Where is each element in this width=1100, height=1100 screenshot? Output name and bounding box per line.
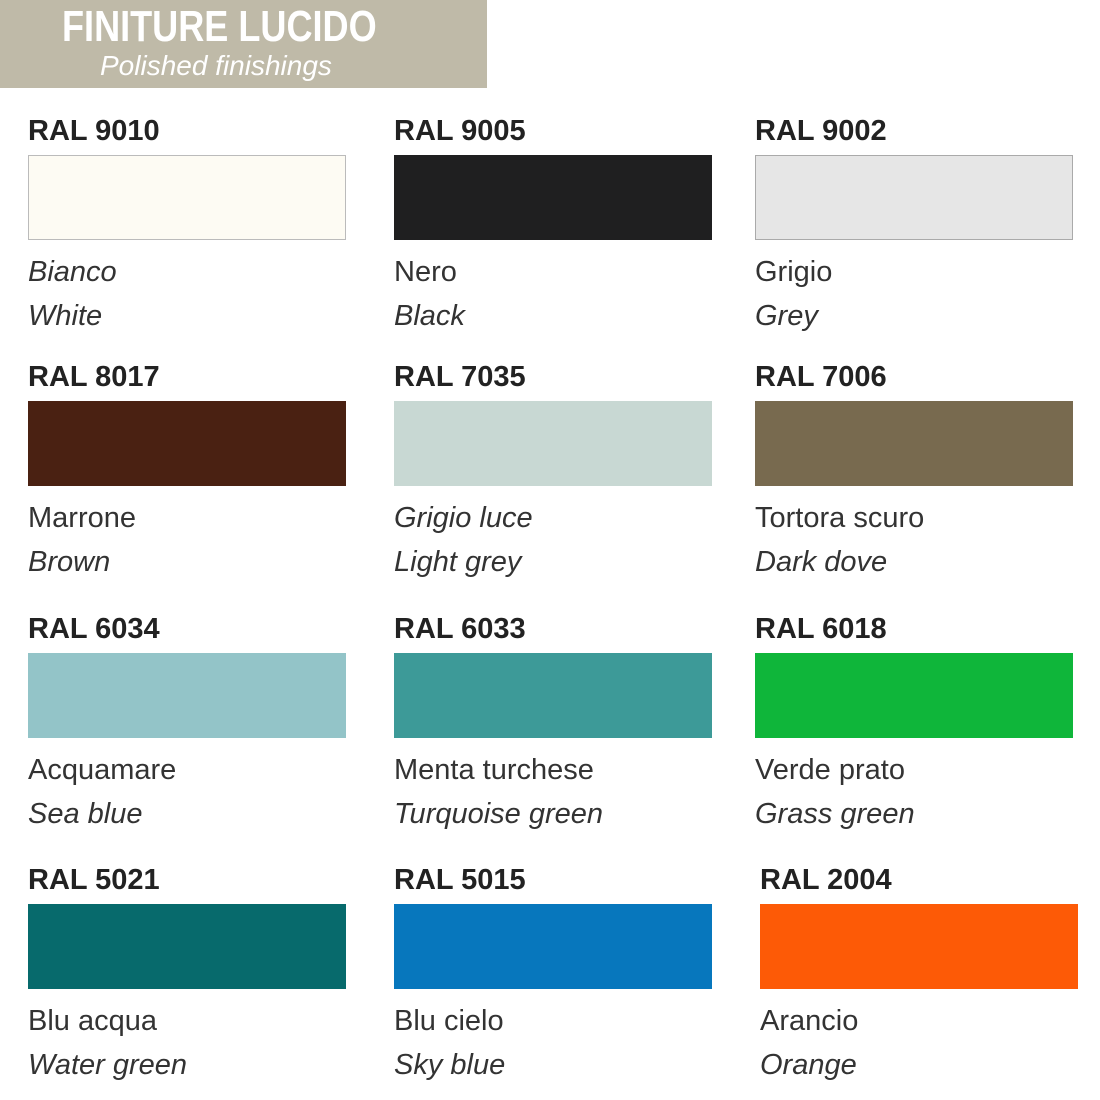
color-swatch	[755, 155, 1073, 240]
color-card: RAL 9005 Nero Black	[394, 111, 714, 338]
color-card: RAL 6018 Verde prato Grass green	[755, 609, 1075, 836]
english-name: Grass green	[755, 798, 915, 830]
page-subtitle: Polished finishings	[100, 50, 332, 81]
english-name: Black	[394, 300, 465, 332]
ral-code: RAL 2004	[760, 864, 892, 896]
color-swatch	[28, 401, 346, 486]
ral-code: RAL 6034	[28, 613, 160, 645]
english-name: Sky blue	[394, 1049, 506, 1081]
ral-code: RAL 9002	[755, 115, 887, 147]
header-banner: FINITURE LUCIDO Polished finishings	[0, 0, 487, 88]
ral-code: RAL 6018	[755, 613, 887, 645]
italian-name: Verde prato	[755, 754, 905, 786]
color-card: RAL 5021 Blu acqua Water green	[28, 860, 348, 1087]
color-swatch	[760, 904, 1078, 989]
english-name: Sea blue	[28, 798, 143, 830]
italian-name: Tortora scuro	[755, 502, 925, 534]
ral-code: RAL 7035	[394, 361, 526, 393]
italian-name: Nero	[394, 256, 457, 288]
ral-code: RAL 9005	[394, 115, 526, 147]
color-swatch	[28, 904, 346, 989]
italian-name: Bianco	[28, 256, 117, 288]
ral-code: RAL 6033	[394, 613, 526, 645]
english-name: Brown	[28, 546, 111, 578]
ral-code: RAL 9010	[28, 115, 160, 147]
color-card: RAL 6034 Acquamare Sea blue	[28, 609, 348, 836]
italian-name: Blu cielo	[394, 1005, 504, 1037]
color-card: RAL 2004 Arancio Orange	[760, 860, 1080, 1087]
ral-code: RAL 5021	[28, 864, 160, 896]
color-card: RAL 7006 Tortora scuro Dark dove	[755, 357, 1075, 584]
english-name: Orange	[760, 1049, 857, 1081]
italian-name: Blu acqua	[28, 1005, 157, 1037]
italian-name: Arancio	[760, 1005, 859, 1037]
italian-name: Menta turchese	[394, 754, 594, 786]
english-name: Grey	[755, 300, 818, 332]
ral-code: RAL 8017	[28, 361, 160, 393]
ral-code: RAL 5015	[394, 864, 526, 896]
italian-name: Grigio	[755, 256, 833, 288]
color-card: RAL 8017 Marrone Brown	[28, 357, 348, 584]
color-swatch	[394, 653, 712, 738]
english-name: White	[28, 300, 103, 332]
color-swatch	[28, 155, 346, 240]
color-card: RAL 6033 Menta turchese Turquoise green	[394, 609, 714, 836]
italian-name: Grigio luce	[394, 502, 533, 534]
color-swatch	[28, 653, 346, 738]
color-card: RAL 9010 Bianco White	[28, 111, 348, 338]
color-swatch	[755, 653, 1073, 738]
color-swatch	[394, 155, 712, 240]
italian-name: Marrone	[28, 502, 136, 534]
english-name: Light grey	[394, 546, 522, 578]
color-card: RAL 5015 Blu cielo Sky blue	[394, 860, 714, 1087]
page-title: FINITURE LUCIDO	[62, 2, 377, 51]
color-swatch	[394, 401, 712, 486]
english-name: Dark dove	[755, 546, 888, 578]
color-swatch	[755, 401, 1073, 486]
english-name: Water green	[28, 1049, 188, 1081]
color-card: RAL 7035 Grigio luce Light grey	[394, 357, 714, 584]
english-name: Turquoise green	[394, 798, 604, 830]
ral-code: RAL 7006	[755, 361, 887, 393]
color-card: RAL 9002 Grigio Grey	[755, 111, 1075, 338]
italian-name: Acquamare	[28, 754, 177, 786]
color-swatch	[394, 904, 712, 989]
